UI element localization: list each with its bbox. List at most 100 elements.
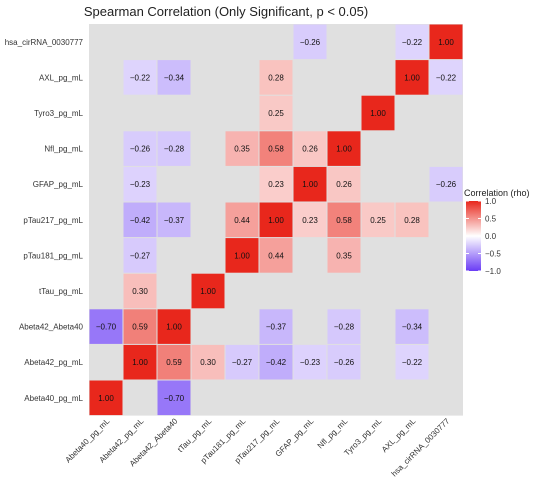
- heatmap-cell: [327, 60, 361, 95]
- heatmap-cell: [191, 131, 225, 166]
- heatmap-cell: [395, 238, 429, 273]
- heatmap-cell: [225, 95, 259, 131]
- heatmap-cell: [293, 60, 327, 95]
- heatmap-cell: [191, 238, 225, 273]
- heatmap-cell: [157, 95, 191, 131]
- heatmap-cell: [191, 95, 225, 131]
- heatmap-cell: [89, 238, 123, 273]
- cell-value-label: −0.37: [164, 216, 185, 225]
- cell-value-label: 0.59: [132, 323, 148, 332]
- cell-value-label: 0.26: [302, 145, 318, 154]
- heatmap-cell: [293, 238, 327, 273]
- cell-value-label: 1.00: [200, 287, 216, 296]
- cell-value-label: −0.70: [164, 394, 185, 403]
- heatmap-cell: [157, 273, 191, 309]
- heatmap-cell: [89, 309, 123, 344]
- cell-value-label: 0.28: [404, 216, 420, 225]
- cell-value-label: −0.27: [130, 251, 151, 260]
- heatmap-cell: [293, 24, 327, 60]
- cell-value-label: −0.26: [334, 358, 355, 367]
- cell-value-label: 0.59: [166, 358, 182, 367]
- heatmap-cell: [259, 273, 293, 309]
- heatmap-cell: [225, 24, 259, 60]
- y-tick-label: hsa_cirRNA_0030777: [5, 38, 84, 47]
- heatmap-cell: [191, 166, 225, 202]
- cell-value-label: −0.34: [402, 323, 423, 332]
- heatmap-cell: [225, 309, 259, 344]
- heatmap-cell: [157, 380, 191, 416]
- heatmap-cell: [89, 24, 123, 60]
- y-axis-labels: hsa_cirRNA_0030777 AXL_pg_mL Tyro3_pg_mL Nf…: [5, 38, 84, 403]
- heatmap-cell: [429, 60, 463, 95]
- cell-value-label: 1.00: [98, 394, 114, 403]
- heatmap-cell: [429, 131, 463, 166]
- heatmap-cell: [225, 380, 259, 416]
- heatmap-cell: [123, 238, 157, 273]
- cell-value-label: 1.00: [302, 180, 318, 189]
- heatmap-cell: [157, 131, 191, 166]
- heatmap-cell: [429, 309, 463, 344]
- heatmap-cell: [395, 344, 429, 380]
- legend-tick-label: 0.0: [485, 232, 497, 241]
- heatmap-cell: [259, 380, 293, 416]
- legend-title: Correlation (rho): [464, 188, 530, 198]
- heatmap-cell: [361, 95, 395, 131]
- heatmap-cell: [293, 95, 327, 131]
- heatmap-cell: [123, 380, 157, 416]
- cell-value-label: −0.70: [96, 323, 117, 332]
- heatmap-cell: [225, 238, 259, 273]
- heatmap-cell: [395, 166, 429, 202]
- heatmap-cell: [361, 202, 395, 238]
- x-tick-label: hsa_cirRNA_0030777: [390, 416, 452, 478]
- heatmap-cell: [361, 238, 395, 273]
- cell-value-label: 0.58: [268, 145, 284, 154]
- cell-value-label: −0.42: [266, 358, 287, 367]
- heatmap-cell: [361, 380, 395, 416]
- cell-value-label: 0.25: [268, 109, 284, 118]
- heatmap-cell: [429, 95, 463, 131]
- heatmap-cell: [123, 273, 157, 309]
- heatmap-cell: [89, 95, 123, 131]
- cell-value-label: 1.00: [438, 38, 454, 47]
- cell-value-label: −0.22: [402, 38, 423, 47]
- heatmap-cell: [327, 202, 361, 238]
- cell-value-label: −0.23: [300, 358, 321, 367]
- heatmap-cell: [259, 238, 293, 273]
- cell-value-label: 1.00: [234, 251, 250, 260]
- heatmap-cell: [361, 273, 395, 309]
- y-tick-label: Tyro3_pg_mL: [34, 109, 83, 118]
- heatmap-cell: [157, 238, 191, 273]
- cell-value-label: −0.37: [266, 323, 287, 332]
- heatmap-cell: [429, 273, 463, 309]
- cell-value-label: 1.00: [166, 323, 182, 332]
- cell-value-label: 0.30: [200, 358, 216, 367]
- heatmap-cell: [361, 309, 395, 344]
- heatmap-cell: [429, 344, 463, 380]
- y-tick-label: pTau181_pg_mL: [23, 251, 83, 260]
- cell-value-label: 0.35: [234, 145, 250, 154]
- heatmap-cell: [293, 380, 327, 416]
- x-axis-labels: Abeta40_pg_mLAbeta42_pg_mLAbeta42_Abeta4…: [64, 416, 452, 478]
- cell-value-label: 0.30: [132, 287, 148, 296]
- heatmap-cell: [123, 95, 157, 131]
- heatmap-cell: [89, 273, 123, 309]
- cell-value-label: −0.27: [232, 358, 253, 367]
- heatmap-cell: [191, 273, 225, 309]
- y-tick-label: AXL_pg_mL: [39, 73, 84, 82]
- heatmap-cell: [361, 131, 395, 166]
- heatmap-cell: [259, 344, 293, 380]
- heatmap-cell: [259, 309, 293, 344]
- y-tick-label: Abeta42_pg_mL: [24, 358, 83, 367]
- cell-value-label: 0.25: [370, 216, 386, 225]
- heatmap-cell: [293, 273, 327, 309]
- heatmap-cell: [191, 60, 225, 95]
- chart-title: Spearman Correlation (Only Significant, …: [84, 4, 368, 19]
- heatmap-cell: [259, 24, 293, 60]
- cell-value-label: 0.26: [336, 180, 352, 189]
- heatmap-cell: [327, 166, 361, 202]
- cell-value-label: 0.44: [234, 216, 250, 225]
- heatmap-cell: [259, 60, 293, 95]
- y-tick-label: tTau_pg_mL: [39, 287, 84, 296]
- cell-value-label: 0.28: [268, 73, 284, 82]
- heatmap-cell: [157, 24, 191, 60]
